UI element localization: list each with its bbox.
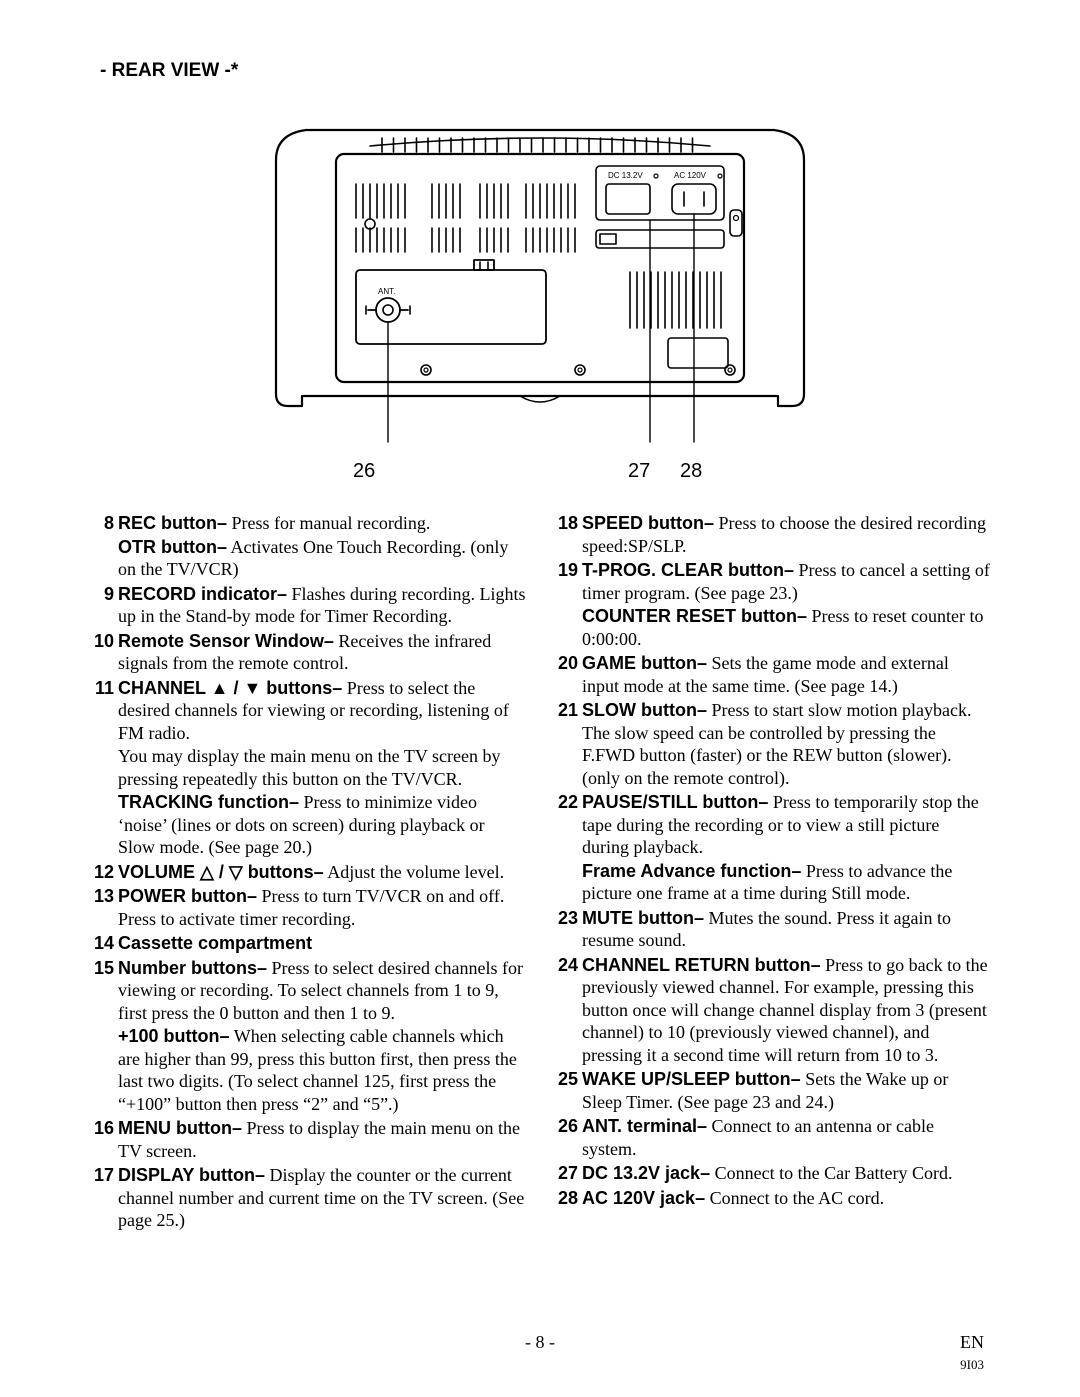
def-term: COUNTER RESET button– xyxy=(582,606,807,626)
right-column: 18SPEED button– Press to choose the desi… xyxy=(554,512,990,1234)
def-item-20: 20GAME button– Sets the game mode and ex… xyxy=(554,652,990,697)
def-item-14: 14Cassette compartment xyxy=(90,932,526,955)
def-item-13: 13POWER button– Press to turn TV/VCR on … xyxy=(90,885,526,930)
def-term: CHANNEL RETURN button– xyxy=(582,955,821,975)
def-term: OTR button– xyxy=(118,537,227,557)
def-number: 19 xyxy=(554,559,578,582)
def-item-16: 16MENU button– Press to display the main… xyxy=(90,1117,526,1162)
def-term: ANT. terminal– xyxy=(582,1116,707,1136)
def-item-9: 9RECORD indicator– Flashes during record… xyxy=(90,583,526,628)
def-item-17: 17DISPLAY button– Display the counter or… xyxy=(90,1164,526,1232)
def-item-25: 25WAKE UP/SLEEP button– Sets the Wake up… xyxy=(554,1068,990,1113)
def-text: You may display the main menu on the TV … xyxy=(118,746,500,789)
def-text: Connect to the AC cord. xyxy=(705,1188,884,1208)
def-term: DISPLAY button– xyxy=(118,1165,265,1185)
def-number: 17 xyxy=(90,1164,114,1187)
page-lang: EN xyxy=(960,1332,984,1353)
def-number: 20 xyxy=(554,652,578,675)
rear-view-diagram: DC 13.2V AC 120V ANT. xyxy=(90,94,990,454)
svg-text:ANT.: ANT. xyxy=(378,287,395,296)
def-item-18: 18SPEED button– Press to choose the desi… xyxy=(554,512,990,557)
def-item-19: 19T-PROG. CLEAR button– Press to cancel … xyxy=(554,559,990,650)
def-number: 16 xyxy=(90,1117,114,1140)
def-item-11: 11CHANNEL ▲ / ▼ buttons– Press to select… xyxy=(90,677,526,859)
section-title: - REAR VIEW -* xyxy=(100,60,990,82)
def-number: 8 xyxy=(90,512,114,535)
def-number: 26 xyxy=(554,1115,578,1138)
def-term: CHANNEL ▲ / ▼ buttons– xyxy=(118,678,342,698)
def-term: MUTE button– xyxy=(582,908,704,928)
svg-text:AC 120V: AC 120V xyxy=(674,171,707,180)
def-term: VOLUME △ / ▽ buttons– xyxy=(118,862,324,882)
callout-27: 27 xyxy=(628,460,650,483)
callout-26: 26 xyxy=(353,460,375,483)
def-term: DC 13.2V jack– xyxy=(582,1163,710,1183)
callout-28: 28 xyxy=(680,460,702,483)
def-term: T-PROG. CLEAR button– xyxy=(582,560,794,580)
definitions-columns: 8REC button– Press for manual recording.… xyxy=(90,512,990,1234)
def-item-15: 15Number buttons– Press to select desire… xyxy=(90,957,526,1116)
def-term: PAUSE/STILL button– xyxy=(582,792,768,812)
def-term: Frame Advance function– xyxy=(582,861,801,881)
page-code: 9I03 xyxy=(960,1357,984,1373)
manual-page: - REAR VIEW -* DC 13.2VAC 120VANT. 26272… xyxy=(0,0,1080,1397)
def-text: Adjust the volume level. xyxy=(324,862,504,882)
def-term: REC button– xyxy=(118,513,227,533)
def-term: GAME button– xyxy=(582,653,707,673)
def-item-24: 24CHANNEL RETURN button– Press to go bac… xyxy=(554,954,990,1067)
def-number: 12 xyxy=(90,861,114,884)
def-number: 24 xyxy=(554,954,578,977)
svg-text:DC 13.2V: DC 13.2V xyxy=(608,171,643,180)
def-number: 11 xyxy=(90,677,114,700)
def-number: 22 xyxy=(554,791,578,814)
def-item-8: 8REC button– Press for manual recording.… xyxy=(90,512,526,581)
def-term: POWER button– xyxy=(118,886,257,906)
def-number: 23 xyxy=(554,907,578,930)
page-number: - 8 - xyxy=(0,1332,1080,1353)
def-item-23: 23MUTE button– Mutes the sound. Press it… xyxy=(554,907,990,952)
def-term: +100 button– xyxy=(118,1026,230,1046)
def-number: 28 xyxy=(554,1187,578,1210)
def-text: Connect to the Car Battery Cord. xyxy=(710,1163,952,1183)
def-item-27: 27DC 13.2V jack– Connect to the Car Batt… xyxy=(554,1162,990,1185)
def-item-28: 28AC 120V jack– Connect to the AC cord. xyxy=(554,1187,990,1210)
def-term: RECORD indicator– xyxy=(118,584,287,604)
def-term: SLOW button– xyxy=(582,700,707,720)
def-term: TRACKING function– xyxy=(118,792,299,812)
def-number: 15 xyxy=(90,957,114,980)
def-item-21: 21SLOW button– Press to start slow motio… xyxy=(554,699,990,789)
diagram-callouts: 26 27 28 xyxy=(240,460,840,482)
def-number: 18 xyxy=(554,512,578,535)
def-term: Remote Sensor Window– xyxy=(118,631,334,651)
def-number: 9 xyxy=(90,583,114,606)
def-item-26: 26ANT. terminal– Connect to an antenna o… xyxy=(554,1115,990,1160)
def-number: 13 xyxy=(90,885,114,908)
def-term: MENU button– xyxy=(118,1118,242,1138)
def-term: Number buttons– xyxy=(118,958,267,978)
def-number: 25 xyxy=(554,1068,578,1091)
left-column: 8REC button– Press for manual recording.… xyxy=(90,512,526,1234)
def-number: 27 xyxy=(554,1162,578,1185)
def-term: AC 120V jack– xyxy=(582,1188,705,1208)
def-term: Cassette compartment xyxy=(118,933,312,953)
def-text: Press for manual recording. xyxy=(227,513,430,533)
def-term: WAKE UP/SLEEP button– xyxy=(582,1069,801,1089)
def-item-22: 22PAUSE/STILL button– Press to temporari… xyxy=(554,791,990,905)
def-number: 14 xyxy=(90,932,114,955)
def-item-10: 10Remote Sensor Window– Receives the inf… xyxy=(90,630,526,675)
def-number: 21 xyxy=(554,699,578,722)
rear-view-svg: DC 13.2V AC 120V ANT. xyxy=(240,94,840,454)
def-number: 10 xyxy=(90,630,114,653)
def-item-12: 12VOLUME △ / ▽ buttons– Adjust the volum… xyxy=(90,861,526,884)
def-term: SPEED button– xyxy=(582,513,714,533)
